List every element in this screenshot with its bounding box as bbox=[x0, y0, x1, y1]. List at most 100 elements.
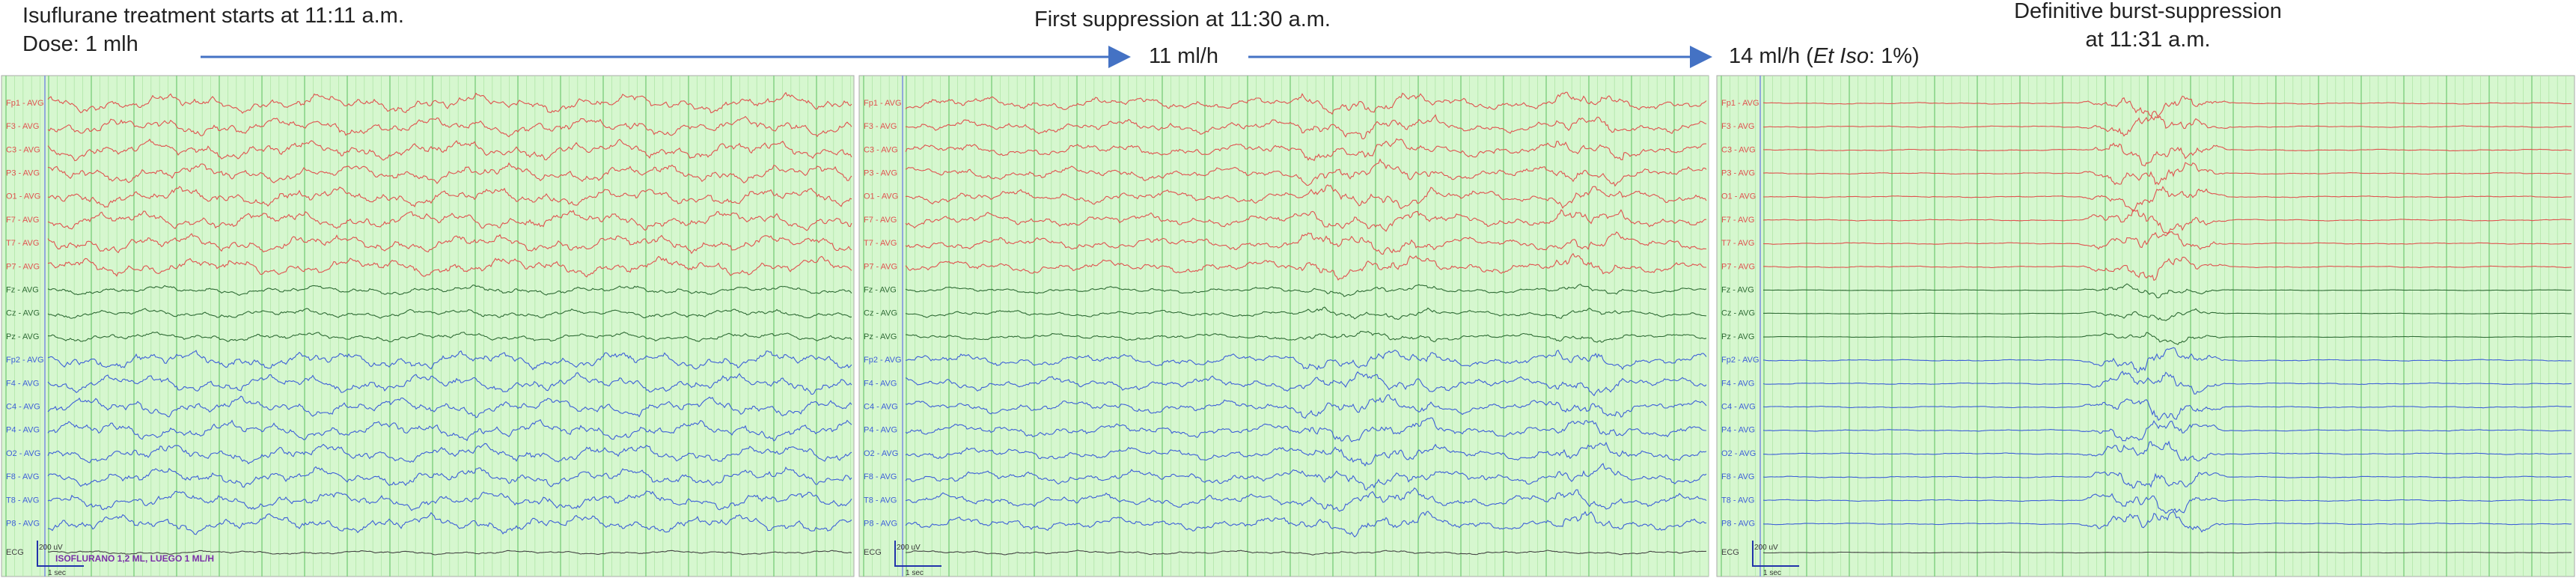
channel-label: F3 - AVG bbox=[864, 122, 897, 131]
time-scale: 1 sec bbox=[48, 569, 66, 577]
eeg-trace bbox=[47, 350, 852, 371]
channel-label: P7 - AVG bbox=[864, 262, 897, 271]
eeg-trace bbox=[905, 209, 1707, 232]
header-dose: Dose: 1 mlh bbox=[22, 32, 138, 56]
channel-label: P3 - AVG bbox=[1721, 169, 1755, 178]
eeg-trace bbox=[1763, 332, 2572, 345]
channel-label: Fp2 - AVG bbox=[864, 356, 902, 365]
channel-label: P3 - AVG bbox=[6, 169, 40, 178]
eeg-trace bbox=[1762, 95, 2572, 121]
eeg-trace bbox=[1762, 209, 2572, 234]
channel-label: Fz - AVG bbox=[1721, 286, 1754, 295]
channel-label: Cz - AVG bbox=[6, 309, 40, 318]
eeg-trace bbox=[905, 417, 1707, 442]
channel-label: T7 - AVG bbox=[6, 239, 39, 248]
eeg-trace bbox=[1762, 142, 2572, 167]
panels: Fp1 - AVG F3 - AVG C3 - AVG P3 - AVG O1 - AV… bbox=[1, 75, 2575, 577]
eeg-trace bbox=[905, 394, 1707, 419]
eeg-trace bbox=[47, 91, 852, 114]
channel-label: F8 - AVG bbox=[864, 472, 897, 481]
header-title: Definitive burst-suppression bbox=[2014, 0, 2282, 23]
time-scale: 1 sec bbox=[1763, 569, 1781, 577]
channel-label: Pz - AVG bbox=[1721, 332, 1754, 341]
eeg-trace bbox=[906, 114, 1707, 140]
eeg-trace bbox=[905, 330, 1707, 343]
eeg-trace bbox=[47, 490, 852, 511]
channel-label: F7 - AVG bbox=[6, 216, 39, 225]
dose-text: 14 ml/h ( bbox=[1729, 44, 1813, 68]
eeg-panel: Fp1 - AVG F3 - AVG C3 - AVG P3 - AVG O1 - AV… bbox=[858, 75, 1709, 577]
channel-label: C3 - AVG bbox=[1721, 145, 1756, 154]
channel-label: ECG bbox=[6, 548, 24, 557]
eeg-trace bbox=[905, 252, 1706, 281]
eeg-trace bbox=[905, 306, 1707, 320]
channel-label: F8 - AVG bbox=[1721, 472, 1754, 481]
eeg-trace bbox=[1762, 493, 2572, 514]
eeg-trace bbox=[905, 511, 1707, 538]
dose-text: : 1%) bbox=[1869, 44, 1920, 68]
channel-label: P4 - AVG bbox=[6, 426, 40, 435]
eeg-trace bbox=[47, 372, 852, 395]
eeg-trace bbox=[905, 158, 1707, 187]
eeg-trace bbox=[47, 466, 852, 488]
channel-label: ECG bbox=[1721, 548, 1739, 557]
channel-label: Fp1 - AVG bbox=[864, 99, 902, 108]
header-title: Isuflurane treatment starts at 11:11 a.m… bbox=[22, 4, 404, 28]
eeg-trace bbox=[1763, 162, 2572, 186]
channel-label: P8 - AVG bbox=[864, 520, 897, 529]
eeg-trace bbox=[47, 162, 852, 184]
channel-label: O1 - AVG bbox=[864, 192, 898, 201]
channel-label: F3 - AVG bbox=[1721, 122, 1754, 131]
channel-label: F8 - AVG bbox=[6, 472, 39, 481]
channel-label: Cz - AVG bbox=[864, 309, 897, 318]
panel-background bbox=[1716, 75, 2575, 577]
channel-label: Fp2 - AVG bbox=[1721, 356, 1759, 365]
eeg-trace bbox=[1762, 256, 2572, 282]
channel-label: Pz - AVG bbox=[6, 332, 39, 341]
channel-label: T8 - AVG bbox=[864, 496, 897, 505]
eeg-trace bbox=[47, 395, 852, 419]
channel-label: T7 - AVG bbox=[1721, 239, 1754, 248]
channel-label: F4 - AVG bbox=[1721, 379, 1754, 388]
scale-bar bbox=[37, 541, 84, 567]
channel-label: O1 - AVG bbox=[1721, 192, 1756, 201]
eeg-trace bbox=[47, 308, 852, 319]
eeg-trace bbox=[905, 441, 1707, 467]
eeg-trace bbox=[47, 550, 852, 556]
scale-bar bbox=[1752, 541, 1799, 567]
amplitude-scale: 200 uV bbox=[897, 544, 921, 552]
channel-label: Fz - AVG bbox=[6, 286, 39, 295]
eeg-trace bbox=[47, 210, 852, 231]
channel-label: P7 - AVG bbox=[1721, 262, 1755, 271]
eeg-panel: Fp1 - AVG F3 - AVG C3 - AVG P3 - AVG O1 - AV… bbox=[1716, 75, 2575, 577]
channel-label: Fp2 - AVG bbox=[6, 356, 44, 365]
eeg-trace bbox=[47, 186, 852, 208]
eeg-trace bbox=[1763, 440, 2572, 462]
channel-label: P3 - AVG bbox=[864, 169, 897, 178]
time-scale: 1 sec bbox=[906, 569, 924, 577]
eeg-trace bbox=[1762, 419, 2572, 442]
eeg-trace bbox=[906, 550, 1707, 556]
eeg-trace bbox=[905, 284, 1707, 297]
eeg-trace bbox=[47, 233, 852, 255]
channel-label: P8 - AVG bbox=[6, 520, 40, 529]
channel-label: O2 - AVG bbox=[6, 449, 40, 458]
channel-label: O1 - AVG bbox=[6, 192, 40, 201]
channel-label: Pz - AVG bbox=[864, 332, 897, 341]
scale-bar bbox=[894, 541, 941, 567]
eeg-trace bbox=[47, 331, 852, 343]
eeg-trace bbox=[47, 285, 852, 296]
channel-label: Fp1 - AVG bbox=[6, 99, 44, 108]
channel-label: O2 - AVG bbox=[864, 449, 898, 458]
header-dose: 14 ml/h (Et Iso: 1%) bbox=[1729, 44, 1920, 68]
eeg-trace bbox=[1763, 283, 2572, 299]
channel-label: C4 - AVG bbox=[6, 403, 40, 412]
channel-label: T7 - AVG bbox=[864, 239, 897, 248]
channel-label: F7 - AVG bbox=[1721, 216, 1754, 225]
amplitude-scale: 200 uV bbox=[1754, 544, 1778, 552]
dose-text: Et Iso bbox=[1813, 44, 1869, 68]
eeg-trace bbox=[1762, 398, 2572, 422]
eeg-trace bbox=[1762, 551, 2572, 554]
channel-label: C4 - AVG bbox=[864, 403, 898, 412]
